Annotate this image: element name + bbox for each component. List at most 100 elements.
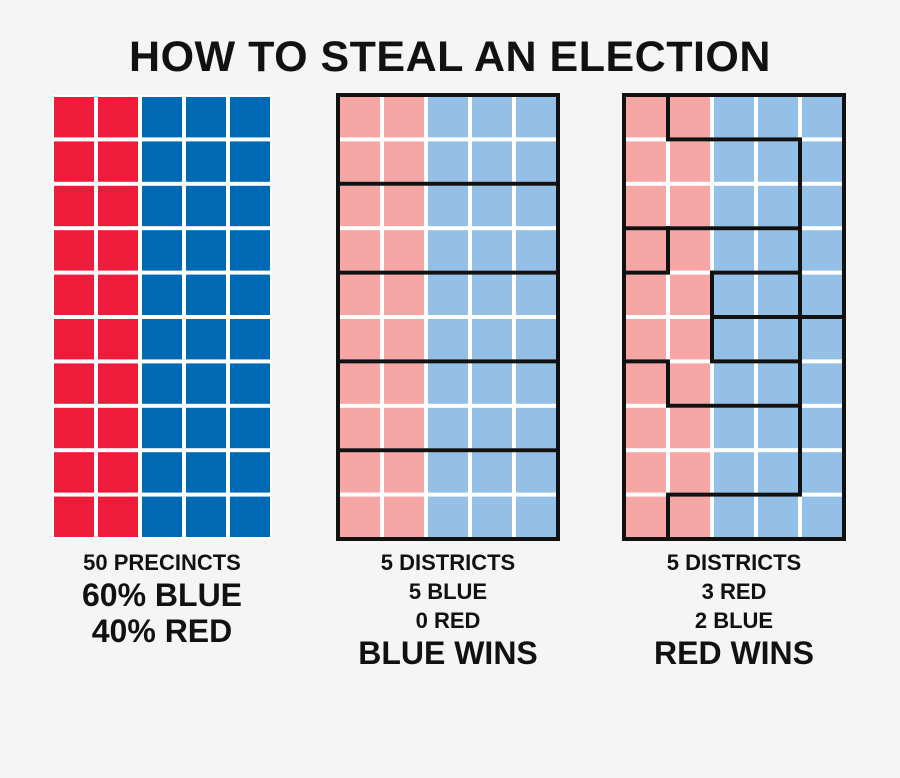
blue-precinct — [472, 452, 512, 493]
blue-precinct — [516, 319, 556, 360]
blue-precinct — [758, 185, 798, 227]
blue-precinct — [516, 230, 556, 271]
blue-precinct — [714, 97, 754, 138]
caption-blue-districts: 5 BLUE — [408, 579, 488, 604]
red-precinct — [626, 363, 666, 404]
caption-winner: BLUE WINS — [358, 635, 538, 671]
red-precinct — [384, 141, 424, 182]
caption-precinct-count: 50 PRECINCTS — [83, 550, 241, 575]
map-border — [622, 93, 846, 541]
blue-precinct — [472, 363, 512, 404]
caption-red-districts: 3 RED — [701, 579, 767, 604]
red-precinct — [54, 363, 94, 404]
red-precinct — [98, 230, 138, 271]
red-precinct — [670, 274, 710, 315]
red-precinct — [384, 185, 424, 227]
red-precinct — [384, 363, 424, 404]
red-precinct — [626, 452, 666, 493]
red-precinct — [54, 97, 94, 138]
red-precinct — [340, 407, 380, 449]
blue-precinct — [516, 407, 556, 449]
red-precinct — [54, 185, 94, 227]
blue-precinct — [142, 319, 182, 360]
blue-precinct — [142, 97, 182, 138]
blue-precinct — [516, 97, 556, 138]
red-precinct — [340, 230, 380, 271]
page-title: HOW TO STEAL AN ELECTION — [129, 33, 771, 81]
blue-precinct — [802, 274, 842, 315]
blue-precinct — [428, 319, 468, 360]
red-precinct — [384, 230, 424, 271]
caption-blue-share: 60% BLUE — [81, 577, 243, 613]
blue-precinct — [186, 452, 226, 493]
blue-precinct — [758, 274, 798, 315]
blue-precinct — [472, 407, 512, 449]
blue-precinct — [142, 230, 182, 271]
blue-precinct — [472, 141, 512, 182]
blue-precinct — [802, 185, 842, 227]
blue-precinct — [758, 452, 798, 493]
red-precinct — [98, 274, 138, 315]
district-boundary — [622, 359, 802, 408]
red-precinct — [626, 141, 666, 182]
blue-precinct — [230, 363, 270, 404]
caption-red-share: 40% RED — [91, 613, 233, 649]
red-precinct — [384, 407, 424, 449]
blue-precinct — [472, 496, 512, 537]
caption-district-count: 5 DISTRICTS — [380, 550, 516, 575]
fair-districts-caption: 5 DISTRICTS 5 BLUE 0 RED BLUE WINS — [308, 548, 588, 671]
red-precinct — [670, 141, 710, 182]
district-boundary — [710, 226, 802, 275]
red-precinct — [54, 496, 94, 537]
red-precinct — [384, 496, 424, 537]
red-precinct — [54, 274, 94, 315]
blue-precinct — [186, 363, 226, 404]
red-precinct — [98, 363, 138, 404]
red-precinct — [626, 496, 666, 537]
blue-precinct — [758, 141, 798, 182]
blue-precinct — [802, 496, 842, 537]
red-precinct — [626, 319, 666, 360]
red-precinct — [98, 407, 138, 449]
red-precinct — [670, 97, 710, 138]
blue-precinct — [186, 97, 226, 138]
blue-precinct — [230, 407, 270, 449]
red-precinct — [98, 185, 138, 227]
blue-precinct — [230, 496, 270, 537]
blue-precinct — [428, 496, 468, 537]
red-precinct — [98, 496, 138, 537]
red-precinct — [626, 407, 666, 449]
red-precinct — [54, 319, 94, 360]
precinct-grid — [52, 95, 272, 539]
caption-blue-districts: 2 BLUE — [694, 608, 774, 633]
blue-precinct — [802, 452, 842, 493]
blue-precinct — [802, 141, 842, 182]
red-precinct — [626, 230, 666, 271]
blue-precinct — [186, 230, 226, 271]
red-precinct — [98, 97, 138, 138]
caption-red-districts: 0 RED — [415, 608, 481, 633]
blue-precinct — [714, 274, 754, 315]
blue-precinct — [428, 407, 468, 449]
blue-precinct — [714, 141, 754, 182]
red-precinct — [670, 496, 710, 537]
blue-precinct — [714, 319, 754, 360]
blue-precinct — [714, 230, 754, 271]
blue-precinct — [428, 97, 468, 138]
blue-precinct — [230, 319, 270, 360]
blue-precinct — [516, 185, 556, 227]
red-precinct — [340, 496, 380, 537]
blue-precinct — [714, 496, 754, 537]
gerrymandered-districts-map — [622, 93, 846, 541]
blue-precinct — [758, 97, 798, 138]
red-precinct — [54, 141, 94, 182]
caption-winner: RED WINS — [654, 635, 814, 671]
blue-precinct — [714, 185, 754, 227]
map-border — [336, 93, 560, 541]
red-precinct — [340, 141, 380, 182]
blue-precinct — [186, 274, 226, 315]
blue-precinct — [186, 319, 226, 360]
blue-precinct — [428, 230, 468, 271]
blue-precinct — [186, 141, 226, 182]
red-precinct — [670, 319, 710, 360]
